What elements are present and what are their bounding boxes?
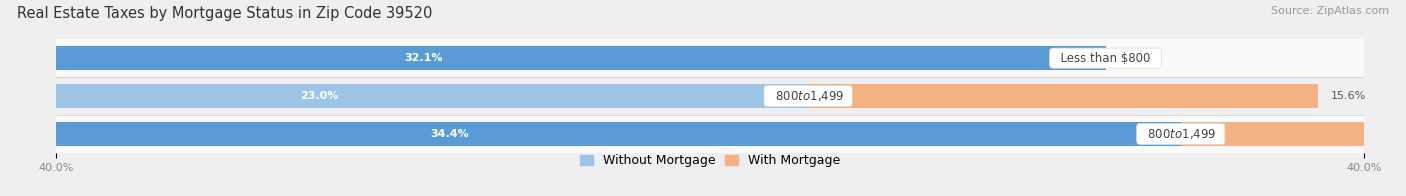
Text: $800 to $1,499: $800 to $1,499 [768,89,849,103]
Bar [1181,122,1406,146]
Text: 15.6%: 15.6% [1331,91,1367,101]
Bar [56,84,808,108]
Text: Less than $800: Less than $800 [1053,52,1159,65]
Text: 34.4%: 34.4% [430,129,470,139]
Bar [56,39,1364,77]
Text: Source: ZipAtlas.com: Source: ZipAtlas.com [1271,6,1389,16]
Text: 0.0%: 0.0% [1119,53,1147,63]
Bar [56,122,1181,146]
Text: 23.0%: 23.0% [301,91,339,101]
Bar [808,84,1317,108]
Legend: Without Mortgage, With Mortgage: Without Mortgage, With Mortgage [581,154,839,167]
Text: $800 to $1,499: $800 to $1,499 [1140,127,1222,141]
Text: 32.1%: 32.1% [405,53,443,63]
Text: Real Estate Taxes by Mortgage Status in Zip Code 39520: Real Estate Taxes by Mortgage Status in … [17,6,432,21]
Bar [56,77,1364,115]
Bar [56,46,1105,70]
Bar [56,115,1364,153]
